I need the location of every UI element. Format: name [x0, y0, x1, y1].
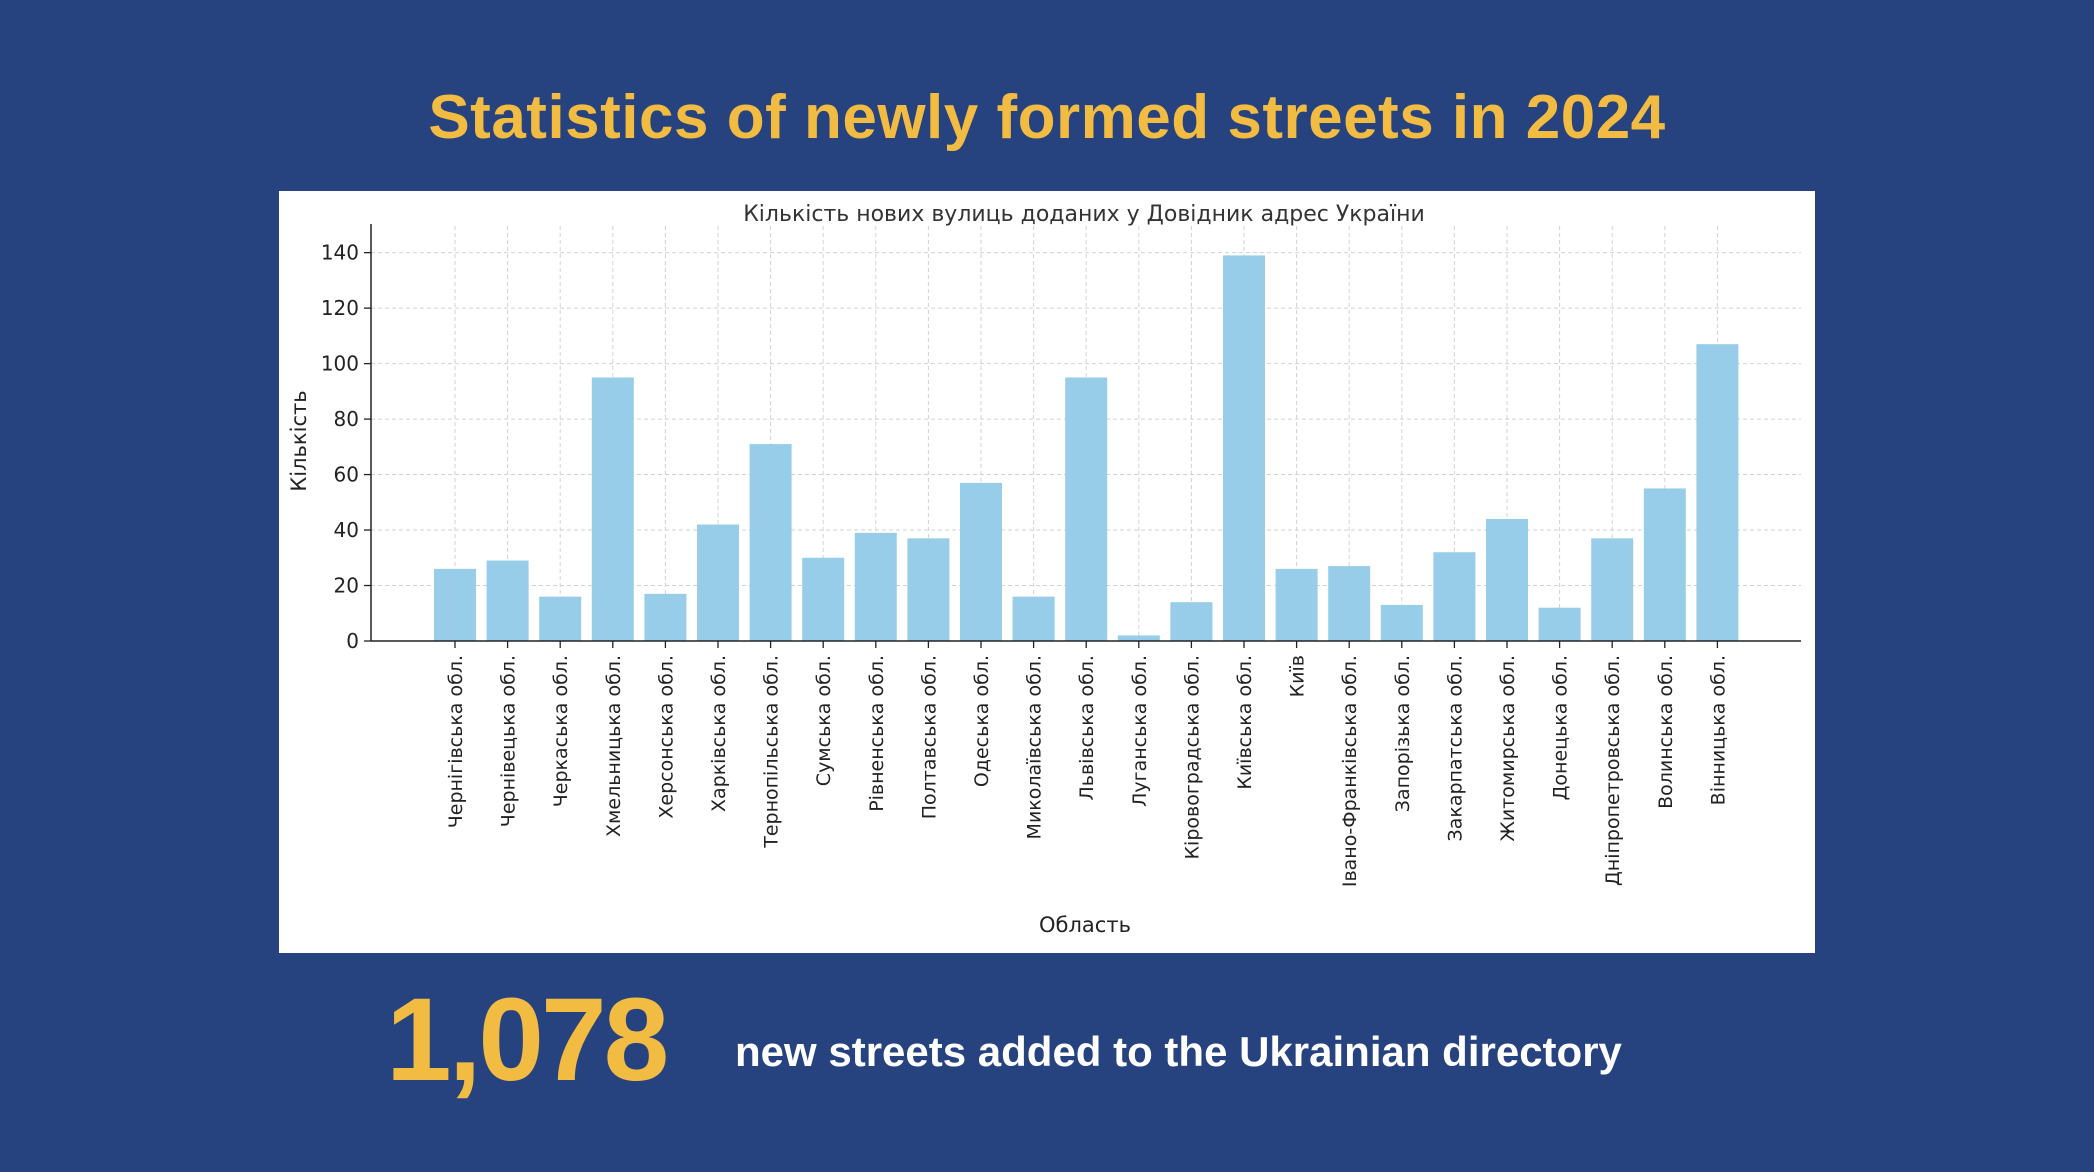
- y-tick-label: 100: [321, 352, 359, 376]
- bar: [1433, 552, 1476, 641]
- y-axis-label: Кількість: [287, 390, 311, 491]
- bar: [644, 593, 687, 641]
- x-tick-label: Закарпатська обл.: [1444, 655, 1466, 841]
- bar: [1328, 566, 1371, 641]
- summary-tagline: new streets added to the Ukrainian direc…: [735, 1028, 1622, 1075]
- bar: [486, 560, 529, 641]
- bar: [1117, 635, 1160, 641]
- page-title: Statistics of newly formed streets in 20…: [428, 83, 1666, 152]
- x-tick-label: Луганська обл.: [1129, 655, 1151, 807]
- bar: [1591, 538, 1634, 641]
- y-tick-label: 20: [334, 574, 359, 598]
- x-tick-label: Вінницька обл.: [1707, 655, 1729, 805]
- chart-title: Кількість нових вулиць доданих у Довідни…: [743, 202, 1425, 227]
- bar-chart: 0 20 40 60 80 100 120 140 Чернігівська обл. Черні…: [287, 202, 1801, 937]
- bar: [907, 538, 950, 641]
- x-tick-label: Київська обл.: [1234, 655, 1256, 790]
- bar-layer: [434, 255, 1739, 641]
- chart-panel: 0 20 40 60 80 100 120 140 Чернігівська обл. Черні…: [279, 191, 1815, 953]
- bar: [1538, 607, 1581, 641]
- x-tick-label: Запорізька обл.: [1392, 655, 1414, 812]
- bar: [434, 568, 476, 641]
- bar: [1012, 596, 1055, 641]
- y-tick-label: 120: [321, 296, 359, 320]
- x-tick-label: Київ: [1287, 655, 1309, 697]
- bar: [1643, 488, 1686, 641]
- bar: [1065, 377, 1108, 641]
- bar: [854, 532, 897, 641]
- bar: [960, 482, 1002, 641]
- x-tick-label: Одеська обл.: [971, 655, 993, 787]
- x-tick-label: Полтавська обл.: [918, 655, 940, 819]
- bar: [1223, 255, 1265, 641]
- y-tick-label: 40: [334, 518, 359, 542]
- x-tick-label: Донецька обл.: [1550, 655, 1572, 800]
- x-tick-label: Чернівецька обл.: [498, 655, 520, 827]
- x-tick-label: Дніпропетровська обл.: [1602, 655, 1624, 886]
- x-tick-label: Житомирська обл.: [1497, 655, 1519, 842]
- x-tick-label: Львівська обл.: [1076, 655, 1098, 801]
- y-tick-label: 60: [334, 463, 359, 487]
- x-tick-label: Волинська обл.: [1655, 655, 1677, 809]
- x-axis-label: Область: [1039, 913, 1131, 937]
- y-tick-label: 80: [334, 407, 359, 431]
- x-tick-label: Сумська обл.: [813, 655, 835, 786]
- x-tick-label: Херсонська обл.: [655, 655, 677, 819]
- bar: [591, 377, 634, 641]
- bar: [1275, 568, 1318, 641]
- x-tick-label: Рівненська обл.: [866, 655, 888, 812]
- x-tick-label: Хмельницька обл.: [603, 655, 625, 837]
- total-count: 1,078: [386, 974, 669, 1106]
- bar: [1170, 602, 1213, 641]
- y-tick-label: 140: [321, 241, 359, 265]
- bar: [1486, 518, 1528, 641]
- y-tick-label: 0: [346, 629, 359, 653]
- bar: [697, 524, 739, 641]
- x-tick-label: Івано-Франківська обл.: [1339, 655, 1361, 887]
- x-tick-label: Миколаївська обл.: [1024, 655, 1046, 839]
- x-tick-label: Харківська обл.: [708, 655, 730, 812]
- x-tick-label: Тернопільська обл.: [761, 655, 783, 849]
- axis-layer: 0 20 40 60 80 100 120 140 Чернігівська обл. Черні…: [321, 224, 1801, 887]
- bar: [802, 557, 845, 641]
- bar: [1380, 604, 1423, 641]
- x-tick-label: Чернігівська обл.: [445, 655, 467, 828]
- bar: [539, 596, 582, 641]
- x-tick-label: Черкаська обл.: [550, 655, 572, 807]
- bar: [749, 444, 792, 641]
- bar: [1696, 344, 1739, 641]
- x-tick-label: Кіровоградська обл.: [1181, 655, 1203, 859]
